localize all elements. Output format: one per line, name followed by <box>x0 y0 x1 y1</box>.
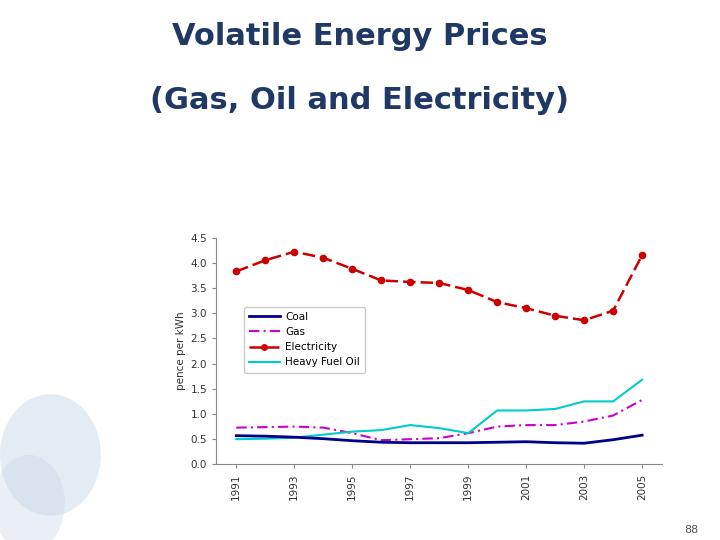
Text: 88: 88 <box>684 524 698 535</box>
Text: (Gas, Oil and Electricity): (Gas, Oil and Electricity) <box>150 86 570 116</box>
Ellipse shape <box>0 455 65 540</box>
Text: Volatile Energy Prices: Volatile Energy Prices <box>172 22 548 51</box>
Y-axis label: pence per kWh: pence per kWh <box>176 312 186 390</box>
Legend: Coal, Gas, Electricity, Heavy Fuel Oil: Coal, Gas, Electricity, Heavy Fuel Oil <box>243 307 365 373</box>
Ellipse shape <box>0 394 101 516</box>
